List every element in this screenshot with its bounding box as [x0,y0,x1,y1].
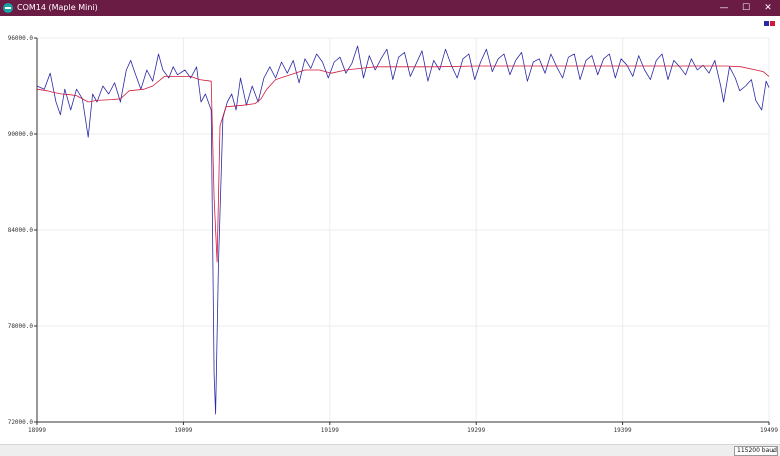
y-tick-label: 90000.0 [8,131,34,138]
x-tick-label: 19199 [321,427,339,434]
chart-axes: 96000.0 90000.0 84000.0 78000.0 72000.018999… [8,35,779,434]
close-button[interactable]: ✕ [764,3,772,13]
chart-series-group [36,45,770,415]
baud-rate-select[interactable]: 115200 baud ⌄ [734,446,778,456]
legend-swatch-series-1 [764,21,769,26]
y-tick-label: 96000.0 [8,35,34,42]
serial-plotter-chart: 96000.0 90000.0 84000.0 78000.0 72000.018999… [8,35,779,434]
series-line-1 [36,45,770,415]
y-tick-label: 78000.0 [8,323,34,330]
title-bar: COM14 (Maple Mini) — ☐ ✕ [0,0,780,16]
y-tick-label: 84000.0 [8,227,34,234]
chevron-down-icon: ⌄ [770,447,776,454]
x-tick-label: 19099 [174,427,192,434]
legend-swatch-series-2 [770,21,775,26]
chart-grid [36,37,770,423]
x-tick-label: 19299 [467,427,485,434]
arduino-icon [3,3,13,13]
baud-rate-value: 115200 baud [737,447,777,454]
maximize-button[interactable]: ☐ [741,3,751,13]
y-tick-label: 72000.0 [8,419,34,426]
series-line-2 [36,65,770,263]
x-tick-label: 19399 [614,427,632,434]
x-tick-label: 18999 [28,427,46,434]
minimize-button[interactable]: — [719,3,729,13]
status-bar: 115200 baud ⌄ [0,444,780,456]
x-tick-label: 19499 [760,427,778,434]
window-title: COM14 (Maple Mini) [17,3,98,12]
